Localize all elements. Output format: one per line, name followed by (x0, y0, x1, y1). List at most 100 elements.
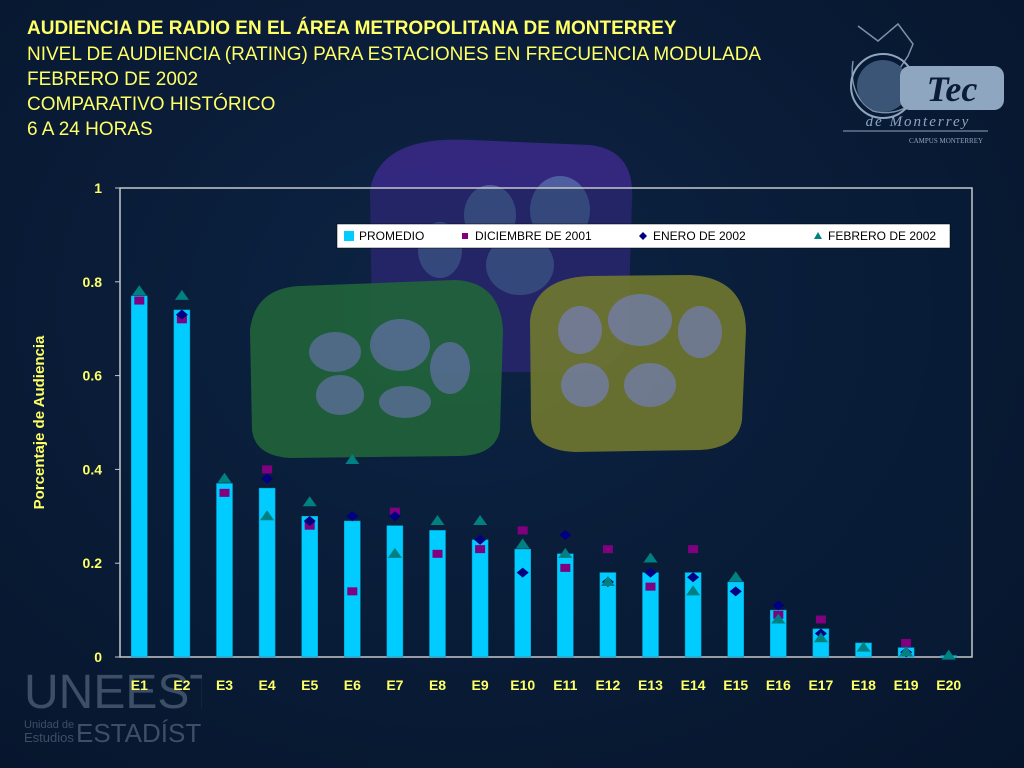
triangle-marker-E2 (174, 289, 189, 300)
diamond-marker-E13 (644, 567, 657, 578)
legend-label: ENERO DE 2002 (653, 229, 746, 243)
y-axis-label: Porcentaje de Audiencia (31, 335, 48, 509)
triangle-marker-E9 (473, 514, 488, 525)
legend-swatch-square (462, 233, 468, 239)
x-tick-label: E7 (386, 677, 403, 693)
square-marker-E6 (347, 587, 358, 596)
title-block: AUDIENCIA DE RADIO EN EL ÁREA METROPOLIT… (27, 16, 761, 142)
x-tick-label: E9 (472, 677, 489, 693)
x-tick-label: E11 (553, 677, 577, 693)
square-marker-E13 (645, 582, 656, 591)
legend-swatch-diamond (639, 232, 647, 240)
diamond-marker-E4 (261, 473, 274, 484)
triangle-marker-E1 (132, 285, 147, 296)
x-tick-label: E14 (681, 677, 706, 693)
x-tick-label: E13 (638, 677, 663, 693)
uneest-logo-small1: Unidad de (24, 719, 74, 731)
square-marker-E8 (432, 549, 443, 558)
triangle-marker-E16 (771, 613, 786, 624)
legend-label: FEBRERO DE 2002 (828, 229, 936, 243)
subtitle-line-2: FEBRERO DE 2002 (27, 69, 199, 90)
diamond-marker-E16 (772, 600, 785, 611)
diamond-marker-E7 (388, 511, 401, 522)
legend-label: DICIEMBRE DE 2001 (475, 229, 592, 243)
diamond-marker-E11 (559, 530, 572, 541)
triangle-marker-E19 (899, 646, 914, 657)
diamond-marker-E9 (474, 534, 487, 545)
diamond-marker-E10 (516, 567, 529, 578)
triangle-marker-E5 (302, 496, 317, 507)
x-tick-label: E18 (851, 677, 876, 693)
y-tick-label: 0.6 (83, 368, 103, 384)
square-marker-E11 (560, 563, 571, 572)
subtitle-line-1: NIVEL DE AUDIENCIA (RATING) PARA ESTACIO… (27, 44, 762, 65)
x-tick-label: E5 (301, 677, 318, 693)
x-tick-label: E10 (510, 677, 535, 693)
legend-swatch-triangle (814, 232, 822, 239)
subtitle-line-3: COMPARATIVO HISTÓRICO (27, 94, 276, 115)
diamond-marker-E5 (303, 515, 316, 526)
bar-E1 (131, 295, 148, 658)
uneest-logo-text: UNEEST (24, 666, 202, 719)
triangle-marker-E8 (430, 514, 445, 525)
triangle-marker-E11 (558, 547, 573, 558)
triangle-marker-E12 (600, 575, 615, 586)
y-tick-label: 0.4 (83, 461, 103, 477)
square-marker-E4 (262, 465, 273, 474)
x-tick-label: E20 (936, 677, 961, 693)
square-marker-E1 (134, 296, 145, 305)
diamond-marker-E15 (729, 586, 742, 597)
square-marker-E10 (517, 526, 528, 535)
square-marker-E3 (219, 488, 230, 497)
bar-E5 (301, 516, 318, 658)
plot-area (119, 187, 973, 658)
triangle-marker-E14 (686, 585, 701, 596)
triangle-marker-E10 (515, 538, 530, 549)
yellow-radio-shape (530, 275, 746, 452)
bar-E9 (471, 539, 489, 658)
subtitle-line-4: 6 A 24 HORAS (27, 119, 153, 140)
bar-E8 (429, 530, 446, 658)
square-marker-E19 (901, 638, 912, 647)
x-tick-label: E19 (894, 677, 919, 693)
uneest-logo-small2: Estudios (24, 730, 74, 745)
triangle-marker-E3 (217, 472, 232, 483)
tec-logo-text: Tec (927, 69, 978, 109)
legend-label: PROMEDIO (359, 229, 424, 243)
triangle-marker-E7 (387, 547, 402, 558)
square-marker-E14 (688, 545, 699, 554)
tec-logo-campus: CAMPUS MONTERREY (909, 137, 983, 145)
triangle-marker-E20 (941, 649, 956, 660)
bar-E3 (216, 483, 233, 658)
square-marker-E9 (475, 545, 486, 554)
triangle-marker-E13 (643, 552, 658, 563)
triangle-marker-E15 (728, 571, 743, 582)
diamond-marker-E14 (687, 572, 700, 583)
bar-E4 (258, 487, 276, 658)
legend: PROMEDIO DICIEMBRE DE 2001 ENERO DE 2002 FE… (336, 223, 951, 249)
uneest-logo-text2: ESTADÍSTICOS (76, 718, 202, 748)
bar-E12 (599, 572, 617, 658)
x-tick-label: E17 (808, 677, 833, 693)
bar-E14 (684, 572, 702, 658)
green-radio-shape (250, 280, 503, 458)
square-marker-E12 (602, 545, 613, 554)
page-title: AUDIENCIA DE RADIO EN EL ÁREA METROPOLIT… (27, 18, 677, 39)
y-tick-label: 0.8 (83, 274, 103, 290)
x-tick-label: E6 (344, 677, 361, 693)
legend-swatch-promedio (344, 231, 354, 241)
triangle-marker-E4 (260, 510, 275, 521)
y-tick-label: 0.2 (83, 555, 103, 571)
x-tick-label: E16 (766, 677, 791, 693)
uneest-logo: UNEEST Unidad de Estudios ESTADÍSTICOS (24, 666, 202, 748)
x-tick-label: E15 (723, 677, 748, 693)
x-tick-label: E3 (216, 677, 233, 693)
bar-E2 (173, 309, 191, 658)
bar-E15 (727, 581, 744, 658)
triangle-marker-E18 (856, 641, 871, 652)
diamond-marker-E2 (175, 309, 188, 320)
x-tick-label: E8 (429, 677, 446, 693)
y-tick-label: 1 (94, 180, 102, 196)
diamond-marker-E6 (346, 511, 359, 522)
